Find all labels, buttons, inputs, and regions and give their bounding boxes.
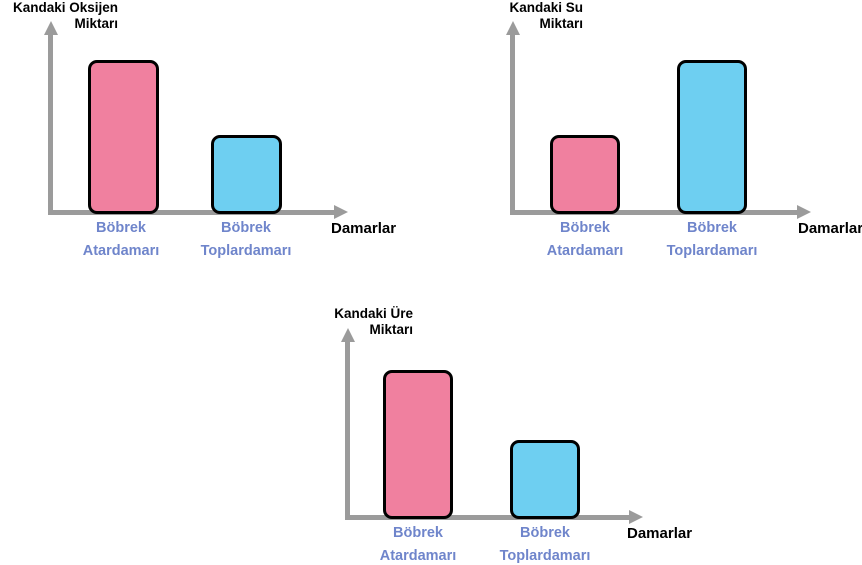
y-axis-title: Kandaki Üre Miktarı	[295, 306, 413, 338]
category-label-line1: Böbrek	[560, 220, 610, 236]
y-axis-title-line2: Miktarı	[74, 16, 118, 31]
y-axis-title: Kandaki Su Miktarı	[465, 0, 583, 32]
x-axis-line	[345, 515, 629, 520]
category-label-atardamari: Böbrek Atardamarı	[358, 522, 478, 565]
y-axis-title: Kandaki Oksijen Miktarı	[0, 0, 118, 32]
x-axis-arrow-icon	[629, 510, 643, 524]
y-axis-title-line1: Kandaki Oksijen	[12, 0, 118, 15]
category-label-line1: Böbrek	[520, 525, 570, 541]
y-axis-line	[510, 34, 515, 215]
chart-kandaki-su: Kandaki Su Miktarı Böbrek Atardamarı Böb…	[430, 0, 862, 270]
bar-bobrek-toplardamari	[510, 440, 580, 519]
bar-bobrek-atardamari	[383, 370, 453, 519]
y-axis-title-line2: Miktarı	[539, 16, 583, 31]
y-axis-arrow-icon	[506, 21, 520, 35]
y-axis-line	[345, 341, 350, 520]
category-label-line1: Böbrek	[687, 220, 737, 236]
y-axis-line	[48, 34, 53, 215]
category-label-line1: Böbrek	[96, 220, 146, 236]
chart-kandaki-oksijen: Kandaki Oksijen Miktarı Böbrek Atardamar…	[0, 0, 415, 270]
x-axis-label: Damarlar	[331, 220, 397, 237]
category-label-toplardamari: Böbrek Toplardamarı	[480, 522, 610, 565]
category-label-line1: Böbrek	[221, 220, 271, 236]
y-axis-title-line1: Kandaki Su	[509, 0, 583, 15]
y-axis-title-line2: Miktarı	[369, 322, 413, 337]
category-label-toplardamari: Böbrek Toplardamarı	[181, 217, 311, 263]
x-axis-arrow-icon	[797, 205, 811, 219]
category-label-toplardamari: Böbrek Toplardamarı	[647, 217, 777, 263]
category-label-line2: Atardamarı	[82, 243, 160, 259]
category-label-line1: Böbrek	[393, 525, 443, 541]
x-axis-label: Damarlar	[798, 220, 862, 237]
bar-bobrek-atardamari	[88, 60, 159, 214]
bar-bobrek-toplardamari	[677, 60, 747, 214]
category-label-line2: Atardamarı	[379, 548, 457, 564]
category-label-atardamari: Böbrek Atardamarı	[61, 217, 181, 263]
category-label-line2: Toplardamarı	[666, 243, 758, 259]
y-axis-arrow-icon	[44, 21, 58, 35]
category-label-line2: Toplardamarı	[200, 243, 292, 259]
category-label-atardamari: Böbrek Atardamarı	[525, 217, 645, 263]
x-axis-line	[510, 210, 797, 215]
y-axis-title-line1: Kandaki Üre	[334, 306, 413, 321]
bar-bobrek-atardamari	[550, 135, 620, 214]
chart-kandaki-ure: Kandaki Üre Miktarı Böbrek Atardamarı Bö…	[280, 295, 720, 565]
category-label-line2: Atardamarı	[546, 243, 624, 259]
category-label-line2: Toplardamarı	[499, 548, 591, 564]
x-axis-label: Damarlar	[627, 525, 693, 542]
x-axis-arrow-icon	[334, 205, 348, 219]
x-axis-line	[48, 210, 334, 215]
y-axis-arrow-icon	[341, 328, 355, 342]
bar-bobrek-toplardamari	[211, 135, 282, 214]
